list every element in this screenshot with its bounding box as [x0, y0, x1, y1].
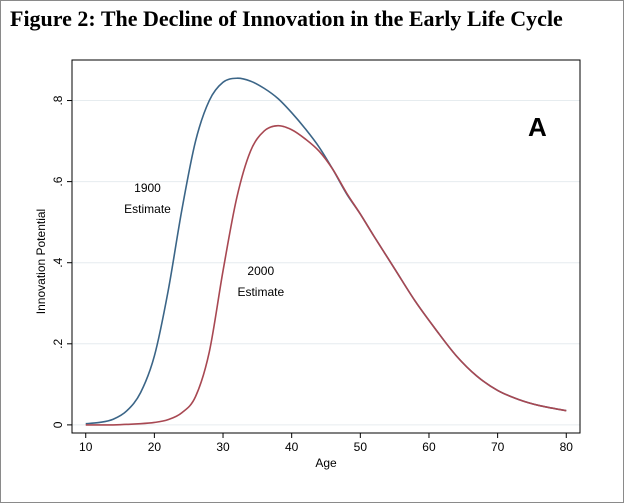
y-tick-label: .6 [51, 176, 65, 186]
x-tick-label: 30 [216, 440, 230, 454]
y-axis-label: Innovation Potential [34, 209, 48, 314]
y-tick-label: .2 [51, 338, 65, 348]
x-tick-label: 50 [354, 440, 368, 454]
x-tick-label: 70 [491, 440, 505, 454]
y-tick-label: 0 [51, 421, 65, 428]
series-labels: 1900 Estimate 2000 Estimate [124, 181, 284, 299]
series-layer [85, 77, 567, 426]
x-axis-label: Age [315, 456, 337, 470]
x-tick-label: 40 [285, 440, 299, 454]
series-label-line: 2000 [247, 264, 274, 278]
series-label-2000-estimate: 2000 Estimate [237, 264, 284, 299]
series-line-2000-estimate [85, 124, 567, 426]
series-label-line: 1900 [134, 181, 161, 195]
axis-ticks: 0 .2 .4 .6 .8 10 20 30 40 50 60 70 80 [51, 95, 573, 454]
y-tick-label: .8 [51, 95, 65, 105]
series-label-1900-estimate: 1900 Estimate [124, 181, 171, 216]
y-tick-label: .4 [51, 257, 65, 267]
x-tick-label: 60 [422, 440, 436, 454]
x-tick-label: 80 [560, 440, 574, 454]
plot-area-border [71, 59, 581, 434]
x-tick-label: 20 [148, 440, 162, 454]
series-label-line: Estimate [124, 202, 171, 216]
figure-title: Figure 2: The Decline of Innovation in t… [10, 6, 563, 31]
panel-label: A [528, 112, 547, 142]
x-tick-label: 10 [79, 440, 93, 454]
series-line-1900-estimate [85, 77, 567, 425]
series-label-line: Estimate [237, 285, 284, 299]
